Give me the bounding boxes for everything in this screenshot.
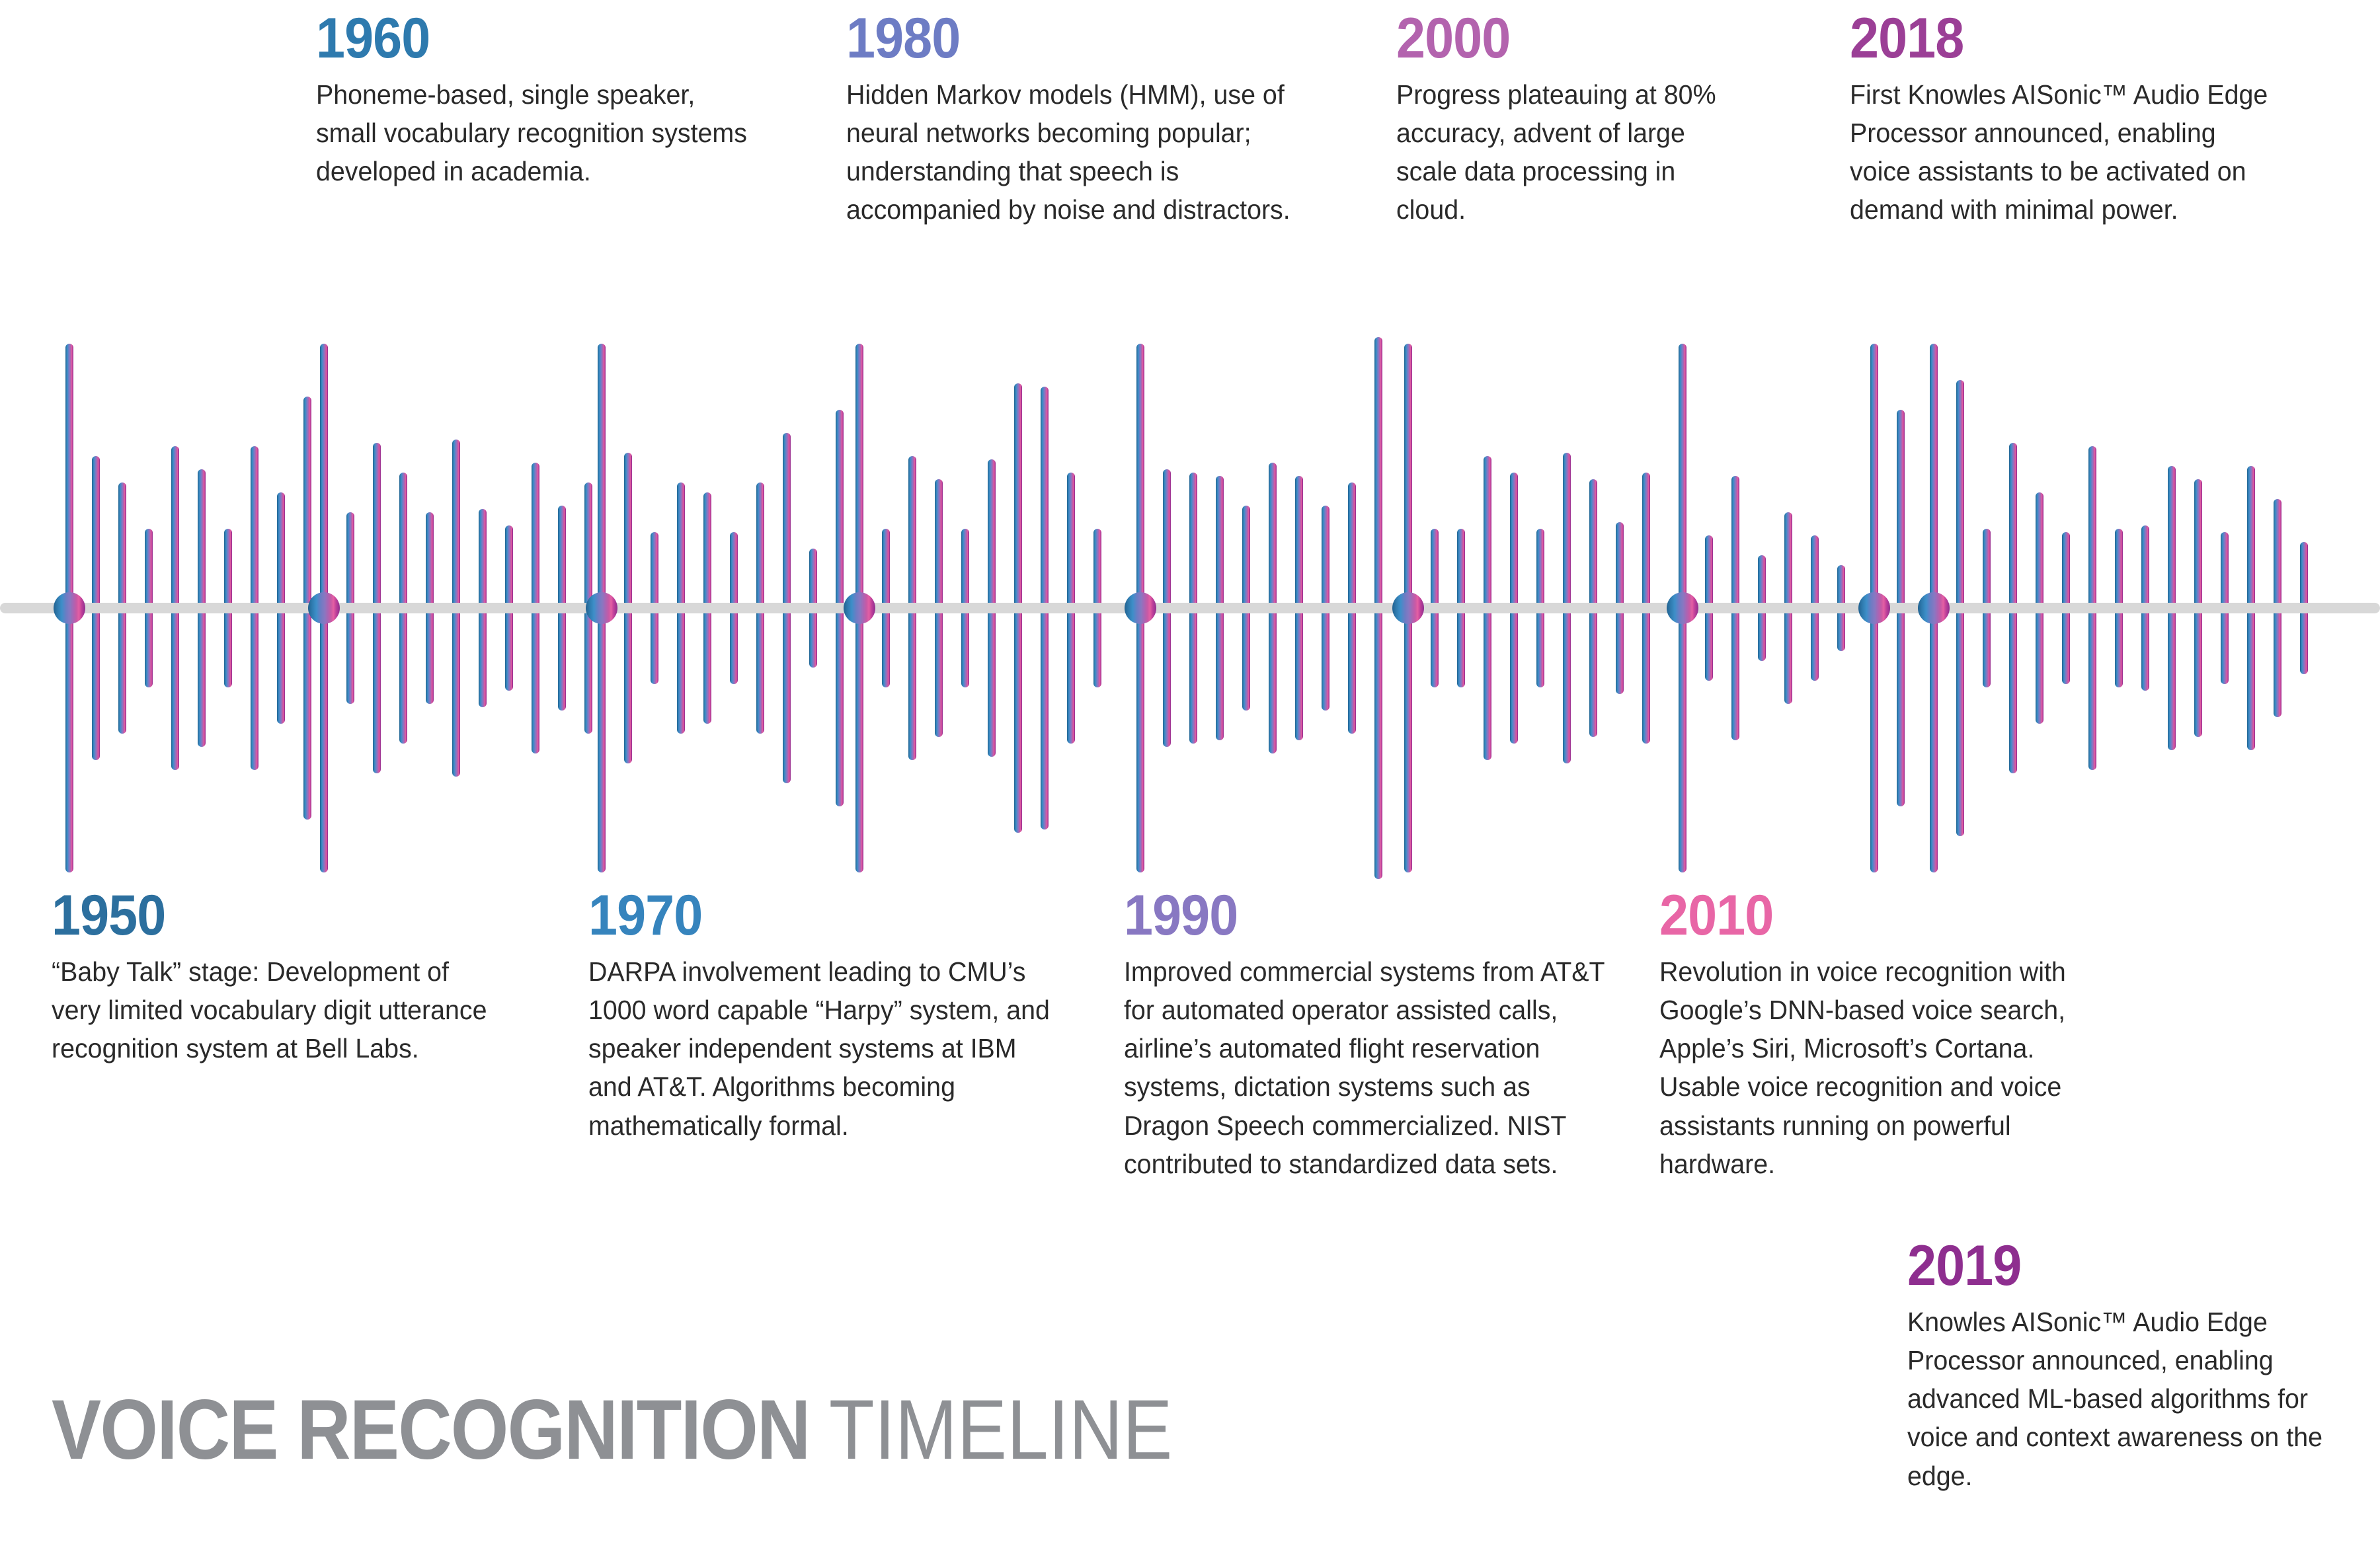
waveform-marker-dot (1667, 592, 1698, 624)
waveform-marker-dot (586, 592, 617, 624)
entry-year-2018: 2018 (1850, 7, 1964, 70)
entry-text-1970: DARPA involvement leading to CMU’s 1000 … (588, 956, 1050, 1141)
timeline-entry-1990: 1990 Improved commercial systems from AT… (1124, 884, 1626, 1183)
timeline-entry-2010: 2010 Revolution in voice recognition wit… (1659, 884, 2129, 1183)
entry-year-2019: 2019 (1907, 1234, 2022, 1297)
waveform-marker-dot (844, 592, 875, 624)
waveform-chart (0, 317, 2380, 879)
waveform-marker-dots (54, 592, 1950, 624)
entry-text-1960: Phoneme-based, single speaker, small voc… (316, 79, 747, 187)
waveform-marker-dot (1392, 592, 1424, 624)
waveform-marker-dot (1125, 592, 1156, 624)
entry-year-2010: 2010 (1659, 884, 1774, 947)
entry-year-1990: 1990 (1124, 884, 1238, 947)
entry-text-2000: Progress plateauing at 80% accuracy, adv… (1396, 79, 1716, 225)
entry-text-1980: Hidden Markov models (HMM), use of neura… (846, 79, 1290, 225)
entry-text-2010: Revolution in voice recognition with Goo… (1659, 956, 2066, 1179)
timeline-entry-1950: 1950 “Baby Talk” stage: Development of v… (52, 884, 501, 1067)
entry-year-1980: 1980 (846, 7, 961, 70)
page-title-bold: VOICE RECOGNITION (52, 1383, 811, 1477)
timeline-entry-2000: 2000 Progress plateauing at 80% accuracy… (1396, 7, 1766, 229)
page-title-light: TIMELINE (809, 1383, 1173, 1477)
waveform-marker-dot (308, 592, 340, 624)
page-title: VOICE RECOGNITION TIMELINE (52, 1388, 1172, 1473)
timeline-entry-1970: 1970 DARPA involvement leading to CMU’s … (588, 884, 1071, 1145)
entry-text-1950: “Baby Talk” stage: Development of very l… (52, 956, 487, 1064)
entry-year-2000: 2000 (1396, 7, 1511, 70)
timeline-entry-2018: 2018 First Knowles AISonic™ Audio Edge P… (1850, 7, 2299, 229)
entry-text-1990: Improved commercial systems from AT&T fo… (1124, 956, 1605, 1179)
entry-text-2018: First Knowles AISonic™ Audio Edge Proces… (1850, 79, 2268, 225)
waveform-axis-line (0, 603, 2380, 613)
timeline-entry-1980: 1980 Hidden Markov models (HMM), use of … (846, 7, 1349, 229)
entry-text-2019: Knowles AISonic™ Audio Edge Processor an… (1907, 1306, 2322, 1491)
waveform-marker-dot (54, 592, 85, 624)
entry-year-1970: 1970 (588, 884, 703, 947)
entry-year-1950: 1950 (52, 884, 166, 947)
timeline-entry-1960: 1960 Phoneme-based, single speaker, smal… (316, 7, 779, 190)
waveform-marker-dot (1858, 592, 1890, 624)
entry-year-1960: 1960 (316, 7, 430, 70)
waveform-marker-dot (1918, 592, 1950, 624)
timeline-entry-2019: 2019 Knowles AISonic™ Audio Edge Process… (1907, 1234, 2357, 1495)
